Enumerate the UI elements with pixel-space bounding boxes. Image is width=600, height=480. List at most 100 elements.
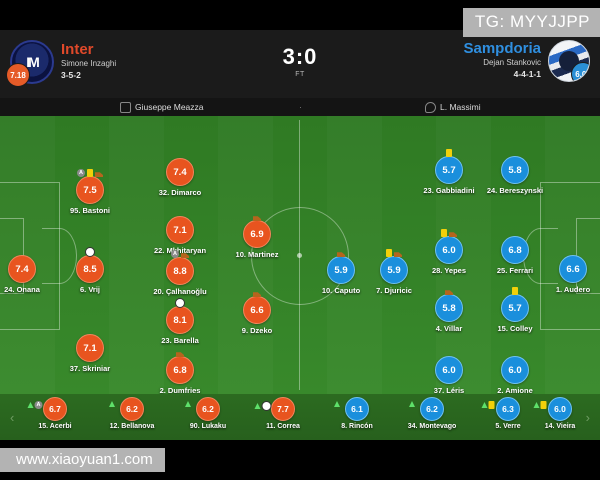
player-rating-bubble[interactable]: 7.1 — [166, 216, 194, 244]
home-team-name[interactable]: Inter — [61, 41, 94, 59]
player-rating-bubble[interactable]: 6.2 — [196, 397, 220, 421]
pitch: 7.4 24. Onana A 7.5 95. Bastoni 8.5 6. Vrij 7.1… — [0, 116, 600, 394]
player-name-label: 2. Dumfries — [159, 386, 201, 394]
player-rating-bubble[interactable]: 6.3 — [496, 397, 520, 421]
player-marker[interactable]: 7.1 22. Mkhitaryan — [144, 216, 216, 255]
player-name-label: 1. Audero — [555, 285, 591, 294]
player-rating-bubble[interactable]: 5.7 — [501, 294, 529, 322]
substitute-item[interactable]: A 6.7 15. Acerbi — [17, 397, 93, 430]
player-marker[interactable]: 6.0 37. Léris — [413, 356, 485, 394]
shot-boot-icon — [176, 352, 184, 357]
player-rating-bubble[interactable]: 6.0 — [548, 397, 572, 421]
player-event-badges — [512, 286, 518, 296]
substitute-item[interactable]: 6.2 12. Bellanova — [94, 397, 170, 430]
match-status: FT — [295, 71, 305, 78]
player-marker[interactable]: 8.1 23. Barella — [144, 298, 216, 345]
scoreline: 3:0 FT — [0, 44, 600, 78]
player-rating-bubble[interactable]: 5.9 — [380, 256, 408, 284]
score-value: 3:0 — [282, 44, 318, 69]
player-rating-bubble[interactable]: 7.1 — [76, 334, 104, 362]
player-marker[interactable]: 7.1 37. Skriniar — [54, 334, 126, 373]
player-rating-bubble[interactable]: 6.2 — [420, 397, 444, 421]
player-name-label: 24. Bereszynski — [486, 186, 544, 195]
player-marker[interactable]: 6.9 10. Martinez — [221, 216, 293, 259]
player-rating-bubble[interactable]: 7.4 — [166, 158, 194, 186]
player-marker[interactable]: 5.7 15. Colley — [479, 287, 551, 333]
player-name-label: 25. Ferrari — [496, 266, 534, 275]
home-team-block[interactable]: IM 7.18 Inter Simone Inzaghi 3-5-2 — [6, 40, 116, 87]
player-rating-bubble[interactable]: 6.1 — [345, 397, 369, 421]
player-name-label: 23. Barella — [161, 336, 199, 345]
player-marker[interactable]: 6.8 2. Dumfries — [144, 352, 216, 394]
player-marker[interactable]: 6.0 28. Yepes — [413, 229, 485, 275]
player-rating-bubble[interactable]: 5.9 — [327, 256, 355, 284]
player-rating-bubble[interactable]: 6.8 — [501, 236, 529, 264]
yellow-card-icon — [441, 229, 447, 237]
player-rating-bubble[interactable]: 6.0 — [435, 356, 463, 384]
player-rating-bubble[interactable]: 6.7 — [43, 397, 67, 421]
substitute-item[interactable]: 6.1 8. Rincón — [319, 397, 395, 430]
substitute-item[interactable]: 6.2 34. Montevago — [394, 397, 470, 430]
player-marker[interactable]: 6.0 2. Amione — [479, 356, 551, 394]
player-marker[interactable]: 5.9 10. Caputo — [305, 252, 377, 295]
goal-ball-icon — [175, 298, 185, 308]
player-marker[interactable]: 5.8 24. Bereszynski — [479, 156, 551, 195]
substitute-item[interactable]: 6.3 5. Verre — [470, 397, 546, 430]
player-rating-bubble[interactable]: 6.6 — [243, 296, 271, 324]
next-arrow-icon[interactable]: › — [585, 410, 590, 425]
away-team-name[interactable]: Sampdoria — [463, 40, 541, 58]
player-event-badges — [334, 401, 340, 407]
player-rating-bubble[interactable]: 6.8 — [166, 356, 194, 384]
player-name-label: 37. Skriniar — [69, 364, 111, 373]
substitute-item[interactable]: 7.7 11. Correa — [245, 397, 321, 430]
away-team-block[interactable]: 6.05 Sampdoria Dejan Stankovic 4-4-1-1 — [463, 40, 590, 82]
player-name-label: 90. Lukaku — [189, 423, 227, 430]
player-rating-bubble[interactable]: 6.0 — [501, 356, 529, 384]
player-rating-bubble[interactable]: 6.0 — [435, 236, 463, 264]
player-marker[interactable]: 5.8 4. Villar — [413, 290, 485, 333]
player-event-badges: A — [77, 168, 103, 178]
player-rating-bubble[interactable]: 8.1 — [166, 306, 194, 334]
player-rating-bubble[interactable]: 7.4 — [8, 255, 36, 283]
player-rating-bubble[interactable]: 5.8 — [435, 294, 463, 322]
substitute-item[interactable]: 6.0 14. Vieira — [522, 397, 598, 430]
player-marker[interactable]: 6.8 25. Ferrari — [479, 236, 551, 275]
player-marker[interactable]: 5.7 23. Gabbiadini — [413, 149, 485, 195]
player-rating-bubble[interactable]: 8.8 — [166, 257, 194, 285]
crest-monogram: IM — [26, 54, 39, 70]
player-name-label: 9. Dzeko — [241, 326, 273, 335]
player-marker[interactable]: 6.6 1. Audero — [537, 255, 600, 294]
player-marker[interactable]: A 8.8 20. Çalhanoğlu — [144, 250, 216, 296]
player-name-label: 34. Montevago — [407, 423, 457, 430]
player-rating-bubble[interactable]: 6.6 — [559, 255, 587, 283]
player-rating-bubble[interactable]: 6.9 — [243, 220, 271, 248]
shot-boot-icon — [253, 216, 261, 221]
away-team-coach: Dejan Stankovic — [483, 57, 541, 67]
prev-arrow-icon[interactable]: ‹ — [10, 410, 15, 425]
player-marker[interactable]: 8.5 6. Vrij — [54, 247, 126, 294]
player-marker[interactable]: A 7.5 95. Bastoni — [54, 169, 126, 215]
player-event-badges: A — [27, 401, 43, 409]
player-rating-bubble[interactable]: 5.8 — [501, 156, 529, 184]
player-rating-bubble[interactable]: 7.7 — [271, 397, 295, 421]
player-name-label: 2. Amione — [497, 386, 533, 394]
player-name-label: 14. Vieira — [544, 423, 576, 430]
player-name-label: 95. Bastoni — [69, 206, 110, 215]
player-marker[interactable]: 5.9 7. Djuricic — [358, 249, 430, 295]
player-marker[interactable]: 7.4 24. Onana — [0, 255, 58, 294]
player-marker[interactable]: 7.4 32. Dimarco — [144, 158, 216, 197]
player-event-badges — [175, 298, 185, 308]
player-marker[interactable]: 6.6 9. Dzeko — [221, 292, 293, 335]
stadium-info: Giuseppe Meazza — [120, 101, 204, 113]
player-rating-bubble[interactable]: 5.7 — [435, 156, 463, 184]
player-rating-bubble[interactable]: 6.2 — [120, 397, 144, 421]
yellow-card-icon — [386, 249, 392, 257]
sub-on-arrow-icon — [27, 402, 34, 408]
player-rating-bubble[interactable]: 8.5 — [76, 255, 104, 283]
player-event-badges — [185, 401, 191, 407]
player-rating-bubble[interactable]: 7.5 — [76, 176, 104, 204]
sub-on-arrow-icon — [533, 402, 540, 408]
player-event-badges — [533, 401, 547, 409]
substitute-item[interactable]: 6.2 90. Lukaku — [170, 397, 246, 430]
